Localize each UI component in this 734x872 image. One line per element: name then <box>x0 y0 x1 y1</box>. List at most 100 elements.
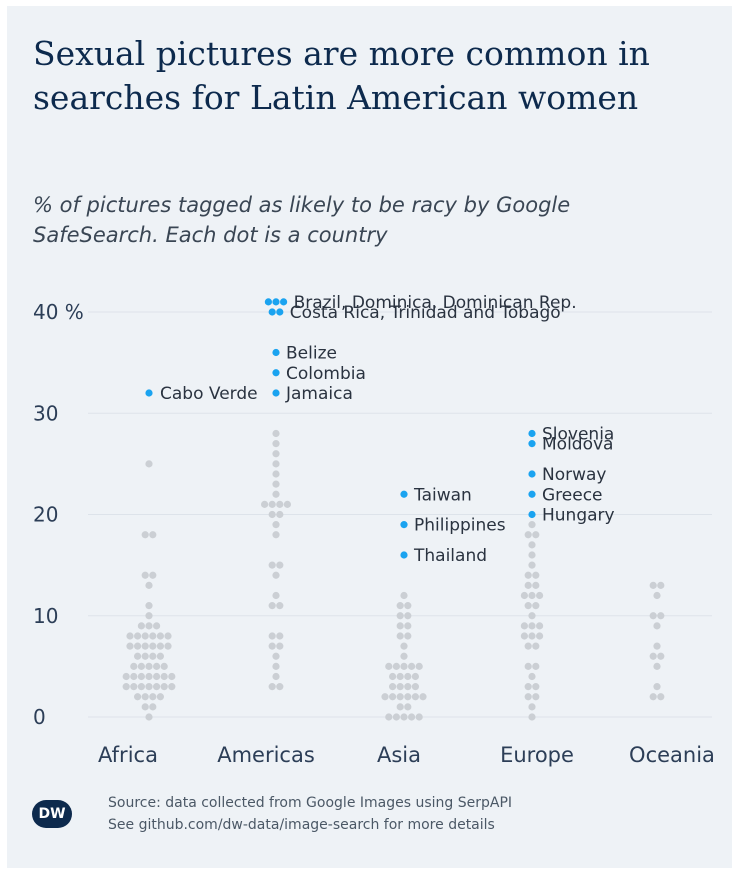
dot <box>653 622 661 630</box>
dot <box>276 561 284 569</box>
x-tick-label: Asia <box>377 743 421 767</box>
highlighted-dot <box>528 490 536 498</box>
dot <box>283 500 291 508</box>
dot <box>272 470 280 478</box>
dot <box>528 541 536 549</box>
dot <box>261 500 269 508</box>
dot <box>168 672 176 681</box>
dot <box>272 440 280 448</box>
dot <box>396 672 404 681</box>
dot <box>528 551 536 559</box>
dot <box>160 683 168 691</box>
dot <box>153 672 161 681</box>
y-tick-label: 10 <box>33 604 58 628</box>
chart-subtitle: % of pictures tagged as likely to be rac… <box>33 193 571 247</box>
dot <box>657 652 665 660</box>
highlighted-dot <box>272 369 280 377</box>
dot <box>532 571 540 579</box>
dot <box>156 632 164 640</box>
dot <box>272 429 280 438</box>
highlighted-dot <box>528 440 536 448</box>
highlighted-dot <box>400 490 408 498</box>
annotation-label: Jamaica <box>285 384 353 404</box>
dot <box>160 662 168 670</box>
dot <box>276 632 284 640</box>
dot <box>137 683 145 691</box>
highlighted-dot <box>276 308 284 316</box>
dot <box>149 652 157 660</box>
dot <box>268 510 276 519</box>
highlighted-dot <box>272 298 280 306</box>
dot <box>396 683 404 691</box>
dot <box>168 683 176 691</box>
dot <box>524 693 532 701</box>
dot <box>536 632 544 640</box>
dot <box>396 612 404 620</box>
y-tick-label: 20 <box>33 503 58 527</box>
dot <box>153 683 161 691</box>
dot <box>149 531 157 539</box>
dot <box>404 683 412 691</box>
dot <box>153 662 161 670</box>
dot <box>145 622 153 630</box>
dot <box>145 581 153 589</box>
dot <box>649 612 657 620</box>
dot <box>160 672 168 681</box>
annotation-label: Hungary <box>542 506 615 526</box>
dot <box>532 581 540 589</box>
dot <box>126 632 134 640</box>
dot <box>404 693 412 701</box>
dot <box>381 693 389 701</box>
dot <box>528 672 536 681</box>
chart-title: Sexual pictures are more common in searc… <box>33 34 650 117</box>
dot <box>524 571 532 579</box>
dot <box>134 642 142 650</box>
dot <box>411 672 419 681</box>
dot <box>164 642 172 650</box>
highlighted-dot <box>268 308 276 316</box>
dot <box>126 642 134 650</box>
chart-card <box>7 6 732 868</box>
dot <box>396 693 404 701</box>
dot <box>145 662 153 670</box>
dot <box>532 662 540 670</box>
dot <box>149 632 157 640</box>
dot <box>149 642 157 650</box>
dot <box>272 591 280 600</box>
annotation-label: Greece <box>542 485 603 505</box>
dot <box>524 581 532 589</box>
dot <box>137 662 145 670</box>
dot <box>528 561 536 569</box>
dot <box>130 662 138 670</box>
dot <box>145 713 153 721</box>
dot <box>134 632 142 640</box>
dot <box>385 713 393 721</box>
dot <box>400 652 408 660</box>
dot <box>389 683 397 691</box>
dot <box>419 693 427 701</box>
dot <box>649 693 657 701</box>
dot <box>276 602 284 610</box>
annotation-label: Belize <box>286 344 337 364</box>
dot <box>524 683 532 691</box>
dot <box>272 450 280 458</box>
dot <box>122 683 130 691</box>
dot <box>653 683 661 691</box>
dot <box>649 652 657 660</box>
dot <box>404 672 412 681</box>
dot <box>411 693 419 701</box>
dot <box>268 632 276 640</box>
highlighted-dot <box>400 551 408 559</box>
dot <box>137 622 145 630</box>
dot <box>141 531 149 539</box>
dot <box>156 693 164 701</box>
dot <box>134 652 142 660</box>
dot <box>400 642 408 650</box>
annotation-label: Norway <box>542 465 607 485</box>
highlighted-dot <box>528 429 536 438</box>
x-tick-label: Americas <box>217 743 315 767</box>
dot <box>141 632 149 640</box>
dot <box>653 591 661 600</box>
highlighted-dot <box>280 298 288 306</box>
annotation-label: Moldova <box>542 435 613 455</box>
